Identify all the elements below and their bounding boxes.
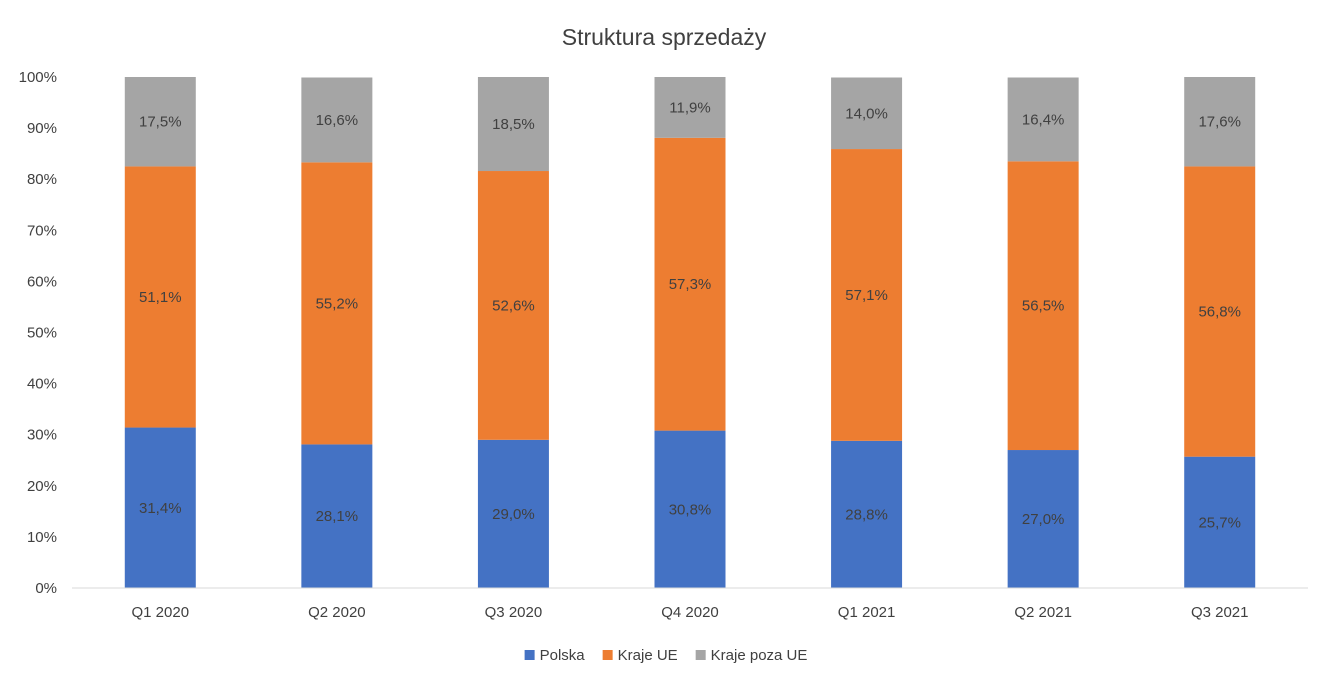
bar-segment (831, 77, 903, 150)
data-label: 28,8% (845, 506, 888, 523)
data-label: 11,9% (669, 99, 710, 116)
chart-title: Struktura sprzedaży (562, 24, 767, 50)
bar-segment (1184, 166, 1256, 457)
y-tick-label: 0% (35, 580, 57, 597)
data-label: 25,7% (1198, 514, 1241, 531)
x-tick-label: Q3 2020 (485, 604, 543, 621)
data-label: 17,6% (1198, 114, 1241, 131)
data-label: 29,0% (492, 506, 535, 523)
data-label: 17,5% (139, 114, 182, 131)
y-tick-label: 100% (19, 69, 57, 86)
data-label: 52,6% (492, 297, 535, 314)
data-label: 57,3% (669, 276, 712, 293)
data-label: 28,1% (316, 508, 359, 525)
y-tick-label: 40% (27, 376, 57, 393)
data-label: 55,2% (316, 295, 359, 312)
y-tick-label: 30% (27, 427, 57, 444)
data-label: 30,8% (669, 501, 712, 518)
data-label: 56,8% (1198, 304, 1241, 321)
bar-segment (124, 166, 196, 428)
bar-segment (301, 77, 373, 163)
y-tick-label: 60% (27, 273, 57, 290)
y-tick-label: 50% (27, 325, 57, 342)
legend-label: Polska (540, 647, 586, 664)
bar-segment (654, 137, 726, 431)
data-label: 27,0% (1022, 511, 1065, 528)
bar-segment (831, 440, 903, 588)
legend-swatch (695, 650, 706, 660)
y-tick-label: 10% (27, 529, 57, 546)
x-tick-label: Q3 2021 (1191, 604, 1249, 621)
legend-label: Kraje UE (618, 647, 678, 664)
legend-item: Kraje poza UE (695, 647, 808, 664)
bar-segment (654, 430, 726, 588)
legend-swatch (602, 650, 613, 660)
x-tick-label: Q2 2020 (308, 604, 366, 621)
legend-label: Kraje poza UE (711, 647, 808, 664)
data-label: 31,4% (139, 500, 182, 517)
legend-item: Kraje UE (602, 647, 678, 664)
x-tick-label: Q1 2020 (132, 604, 190, 621)
bar-segment (1184, 456, 1256, 588)
bar-segment (1007, 77, 1079, 162)
bar-segment (124, 77, 196, 167)
bars: 31,4% 51,1% 17,5% 28,1% 55,2% 16,6% 29,0% 52,6%… (124, 77, 1256, 588)
y-tick-label: 70% (27, 222, 57, 239)
bar-segment (831, 149, 903, 441)
bar-segment (1007, 450, 1079, 588)
data-label: 51,1% (139, 289, 182, 306)
data-label: 14,0% (845, 105, 888, 122)
data-label: 18,5% (492, 116, 535, 133)
x-tick-label: Q4 2020 (661, 604, 719, 621)
bar-segment (477, 77, 549, 172)
x-axis: Q1 2020 Q2 2020 Q3 2020 Q4 2020 Q1 2021 Q2 20… (132, 604, 1249, 621)
bar-segment (1184, 77, 1256, 167)
y-axis: 0% 10% 20% 30% 40% 50% 60% 70% 80% 90% 100% (19, 69, 57, 597)
data-label: 56,5% (1022, 298, 1065, 315)
y-tick-label: 90% (27, 120, 57, 137)
bar-segment (477, 171, 549, 440)
bar-segment (654, 77, 726, 138)
y-tick-label: 20% (27, 478, 57, 495)
x-tick-label: Q1 2021 (838, 604, 896, 621)
bar-segment (1007, 161, 1079, 451)
y-tick-label: 80% (27, 171, 57, 188)
legend-item: Polska (524, 647, 586, 664)
bar-segment (301, 444, 373, 588)
x-tick-label: Q2 2021 (1014, 604, 1072, 621)
data-label: 16,6% (316, 112, 359, 129)
data-label: 57,1% (845, 287, 888, 304)
legend: Polska Kraje UE Kraje poza UE (524, 647, 808, 664)
bar-segment (477, 439, 549, 588)
data-label: 16,4% (1022, 111, 1065, 128)
bar-segment (301, 162, 373, 445)
bar-segment (124, 427, 196, 588)
legend-swatch (524, 650, 535, 660)
